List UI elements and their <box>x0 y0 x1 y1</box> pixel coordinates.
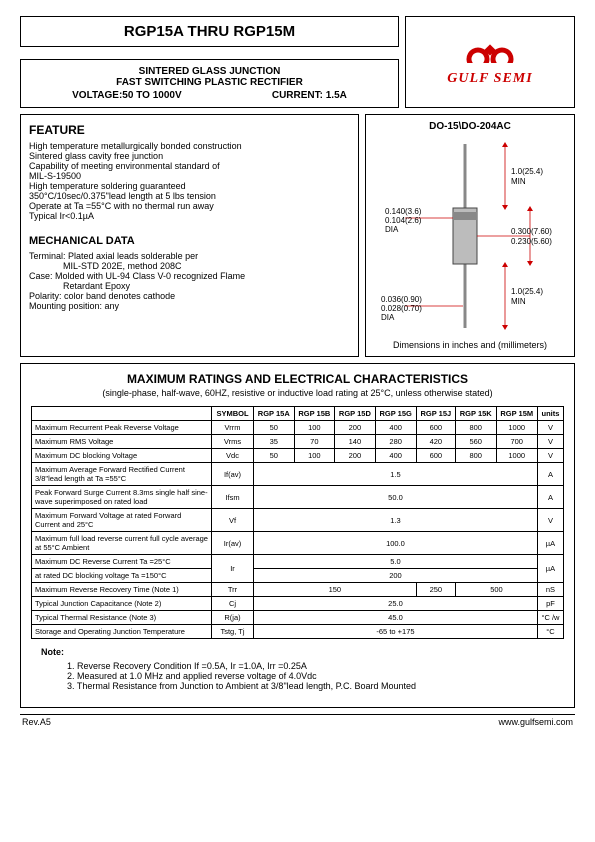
package-title: DO-15\DO-204AC <box>429 121 511 132</box>
current-label: CURRENT: 1.5A <box>272 90 347 101</box>
svg-text:1.0(25.4): 1.0(25.4) <box>511 287 543 296</box>
logo: GULF SEMI <box>405 16 575 108</box>
svg-text:1.0(25.4): 1.0(25.4) <box>511 167 543 176</box>
note-item: 3. Thermal Resistance from Junction to A… <box>67 681 554 691</box>
svg-text:MIN: MIN <box>511 297 526 306</box>
svg-text:MIN: MIN <box>511 177 526 186</box>
package-drawing: 1.0(25.4) MIN 1.0(25.4) MIN 0.140(3.6) 0… <box>375 136 565 336</box>
feature-box: FEATURE High temperature metallurgically… <box>20 114 359 357</box>
ratings-table: SYMBOLRGP 15ARGP 15BRGP 15DRGP 15GRGP 15… <box>31 406 564 639</box>
page-title: RGP15A THRU RGP15M <box>20 16 399 47</box>
mech-l4: Mounting position: any <box>29 301 350 311</box>
subtitle-box: SINTERED GLASS JUNCTION FAST SWITCHING P… <box>20 59 399 108</box>
svg-text:0.230(5.60): 0.230(5.60) <box>511 237 552 246</box>
feature-line: Typical Ir<0.1µA <box>29 211 350 221</box>
svg-text:DIA: DIA <box>385 225 399 234</box>
feature-title: FEATURE <box>29 123 350 137</box>
svg-text:0.036(0.90): 0.036(0.90) <box>381 295 422 304</box>
feature-line: 350°C/10sec/0.375"lead length at 5 lbs t… <box>29 191 350 201</box>
mech-l1: Terminal: Plated axial leads solderable … <box>29 251 350 261</box>
ratings-title: MAXIMUM RATINGS AND ELECTRICAL CHARACTER… <box>31 372 564 386</box>
mechanical-title: MECHANICAL DATA <box>29 235 350 247</box>
svg-text:0.104(2.6): 0.104(2.6) <box>385 216 422 225</box>
svg-text:0.140(3.6): 0.140(3.6) <box>385 207 422 216</box>
feature-line: High temperature metallurgically bonded … <box>29 141 350 151</box>
ratings-box: MAXIMUM RATINGS AND ELECTRICAL CHARACTER… <box>20 363 575 708</box>
mech-l3: Polarity: color band denotes cathode <box>29 291 350 301</box>
mech-l2b: Retardant Epoxy <box>29 281 350 291</box>
notes: Note: 1. Reverse Recovery Condition If =… <box>31 639 564 701</box>
package-caption: Dimensions in inches and (millimeters) <box>393 340 547 350</box>
feature-line: Capability of meeting environmental stan… <box>29 161 350 171</box>
notes-title: Note: <box>41 647 554 657</box>
voltage-label: VOLTAGE:50 TO 1000V <box>72 90 181 101</box>
svg-text:0.300(7.60): 0.300(7.60) <box>511 227 552 236</box>
feature-line: MIL-S-19500 <box>29 171 350 181</box>
logo-text: GULF SEMI <box>447 71 532 87</box>
mech-l2: Case: Molded with UL-94 Class V-0 recogn… <box>29 271 350 281</box>
rev-label: Rev.A5 <box>22 717 51 727</box>
feature-line: Operate at Ta =55°C with no thermal run … <box>29 201 350 211</box>
logo-icon <box>460 37 520 69</box>
footer-url: www.gulfsemi.com <box>498 717 573 727</box>
svg-text:DIA: DIA <box>381 313 395 322</box>
sub1: SINTERED GLASS JUNCTION <box>27 66 392 77</box>
ratings-subtitle: (single-phase, half-wave, 60HZ, resistiv… <box>31 388 564 398</box>
note-item: 1. Reverse Recovery Condition If =0.5A, … <box>67 661 554 671</box>
mech-l1b: MIL-STD 202E, method 208C <box>29 261 350 271</box>
feature-line: High temperature soldering guaranteed <box>29 181 350 191</box>
sub2: FAST SWITCHING PLASTIC RECTIFIER <box>27 77 392 88</box>
package-box: DO-15\DO-204AC 1.0(25.4) MIN 1.0(25.4) M… <box>365 114 575 357</box>
svg-text:0.028(0.70): 0.028(0.70) <box>381 304 422 313</box>
feature-line: Sintered glass cavity free junction <box>29 151 350 161</box>
note-item: 2. Measured at 1.0 MHz and applied rever… <box>67 671 554 681</box>
